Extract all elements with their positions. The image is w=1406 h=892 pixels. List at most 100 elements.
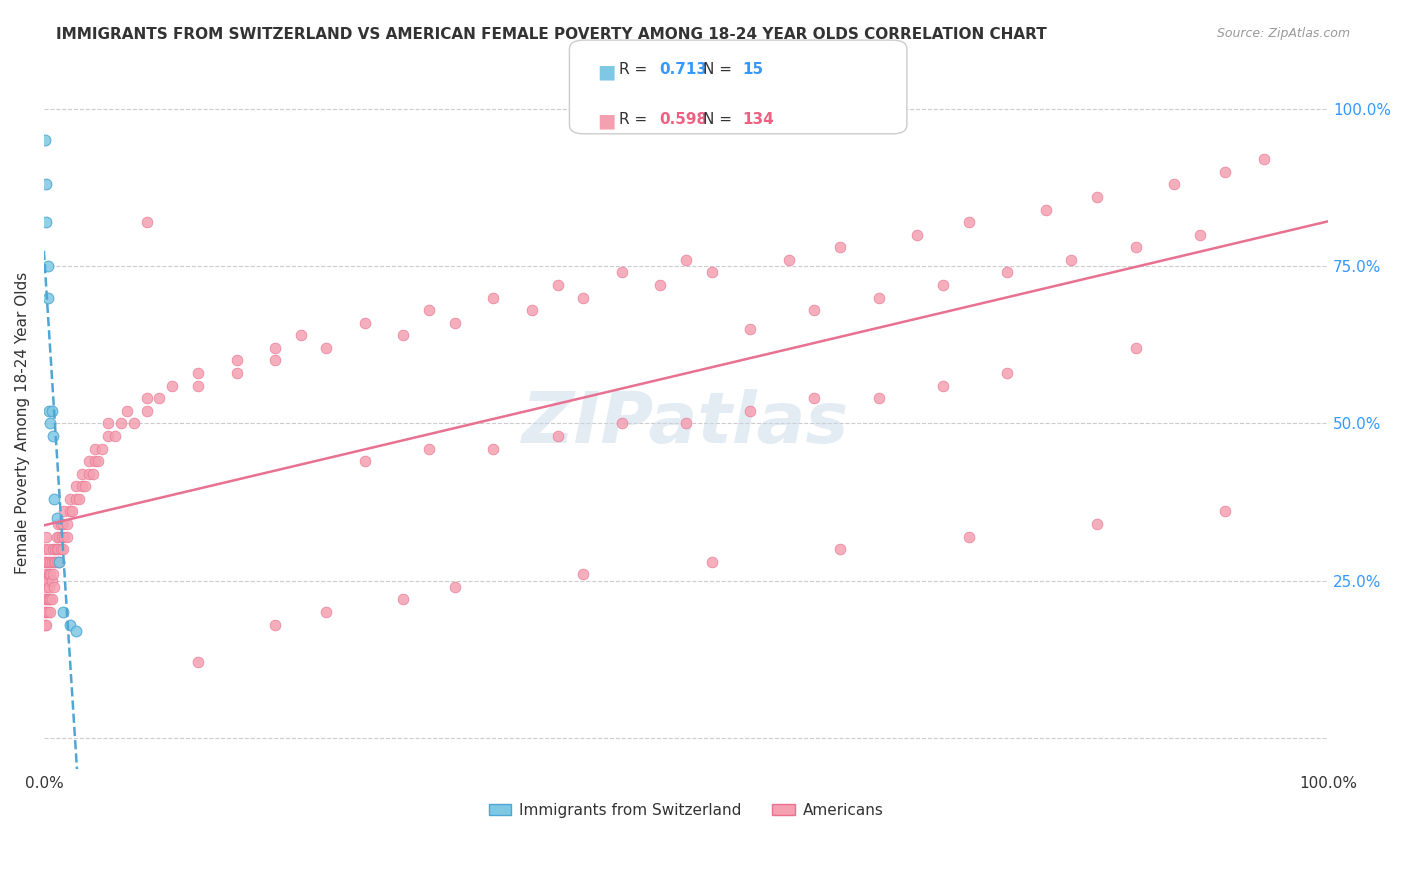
Point: [42, 542, 65, 557]
Point: [53, 504, 76, 518]
Point: [392, 328, 415, 343]
Point: [482, 291, 505, 305]
Point: [868, 391, 890, 405]
Text: N =: N =: [703, 112, 737, 127]
Point: [1215, 504, 1237, 518]
Legend: Immigrants from Switzerland, Americans: Immigrants from Switzerland, Americans: [482, 797, 890, 824]
Point: [35, 605, 58, 619]
Point: [60, 504, 83, 518]
Point: [39, 567, 62, 582]
Point: [1060, 252, 1083, 267]
Text: 134: 134: [742, 112, 775, 127]
Point: [135, 215, 157, 229]
Text: R =: R =: [619, 112, 652, 127]
Point: [957, 530, 980, 544]
Point: [51, 530, 73, 544]
Point: [34, 574, 56, 588]
Point: [41, 404, 63, 418]
Point: [264, 353, 287, 368]
Point: [67, 491, 90, 506]
Point: [41, 574, 63, 588]
Point: [39, 605, 62, 619]
Point: [803, 391, 825, 405]
Point: [905, 227, 928, 242]
Point: [547, 278, 569, 293]
Point: [225, 353, 247, 368]
Point: [38, 404, 60, 418]
Point: [1085, 190, 1108, 204]
Point: [444, 580, 467, 594]
Point: [37, 259, 59, 273]
Point: [778, 252, 800, 267]
Point: [58, 617, 80, 632]
Point: [740, 404, 762, 418]
Point: [1125, 341, 1147, 355]
Point: [110, 417, 132, 431]
Point: [42, 429, 65, 443]
Point: [135, 391, 157, 405]
Text: N =: N =: [703, 62, 737, 78]
Point: [37, 592, 59, 607]
Point: [73, 479, 96, 493]
Point: [315, 341, 337, 355]
Point: [35, 178, 58, 192]
Text: Source: ZipAtlas.com: Source: ZipAtlas.com: [1216, 27, 1350, 40]
Text: 0.713: 0.713: [659, 62, 707, 78]
Point: [82, 467, 104, 481]
Point: [45, 530, 67, 544]
Point: [290, 328, 312, 343]
Point: [44, 491, 66, 506]
Point: [675, 252, 697, 267]
Point: [35, 215, 58, 229]
Point: [52, 516, 75, 531]
Point: [38, 592, 60, 607]
Point: [700, 555, 723, 569]
Point: [38, 580, 60, 594]
Point: [39, 417, 62, 431]
Point: [1035, 202, 1057, 217]
Point: [35, 530, 58, 544]
Point: [45, 542, 67, 557]
Point: [35, 567, 58, 582]
Point: [46, 542, 69, 557]
Point: [932, 378, 955, 392]
Point: [37, 555, 59, 569]
Point: [35, 617, 58, 632]
Point: [187, 656, 209, 670]
Point: [77, 454, 100, 468]
Y-axis label: Female Poverty Among 18-24 Year Olds: Female Poverty Among 18-24 Year Olds: [15, 272, 30, 574]
Point: [97, 429, 120, 443]
Point: [41, 555, 63, 569]
Point: [41, 592, 63, 607]
Point: [49, 516, 72, 531]
Point: [90, 442, 112, 456]
Point: [58, 504, 80, 518]
Point: [35, 555, 58, 569]
Point: [225, 366, 247, 380]
Point: [995, 366, 1018, 380]
Point: [122, 417, 145, 431]
Point: [34, 542, 56, 557]
Text: 15: 15: [742, 62, 763, 78]
Point: [45, 510, 67, 524]
Point: [38, 542, 60, 557]
Point: [117, 404, 139, 418]
Point: [52, 542, 75, 557]
Point: [65, 479, 87, 493]
Point: [103, 429, 125, 443]
Point: [354, 454, 377, 468]
Point: [37, 605, 59, 619]
Point: [53, 530, 76, 544]
Point: [572, 567, 595, 582]
Point: [65, 491, 87, 506]
Point: [187, 378, 209, 392]
Point: [34, 617, 56, 632]
Point: [482, 442, 505, 456]
Point: [995, 265, 1018, 279]
Text: R =: R =: [619, 62, 652, 78]
Point: [610, 265, 633, 279]
Point: [803, 303, 825, 318]
Point: [58, 491, 80, 506]
Point: [868, 291, 890, 305]
Point: [957, 215, 980, 229]
